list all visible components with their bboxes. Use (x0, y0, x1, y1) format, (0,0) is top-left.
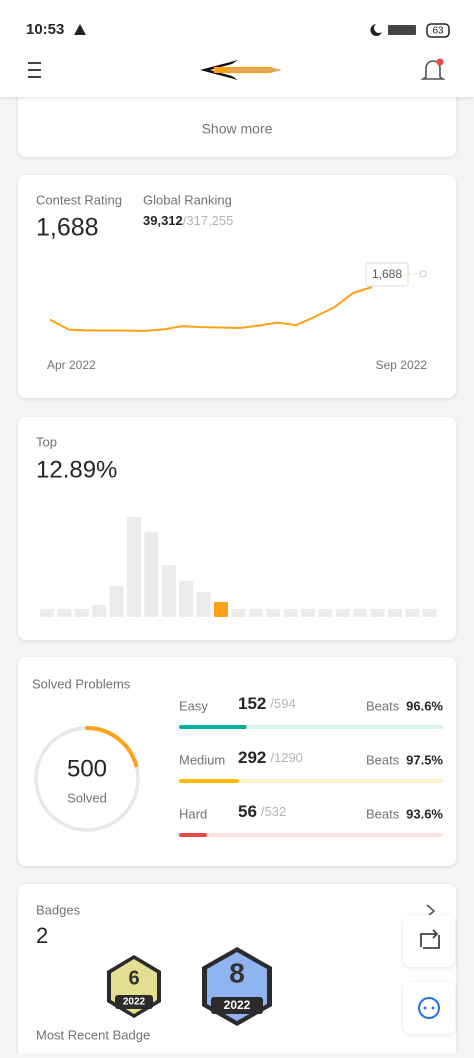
level-total: /594 (270, 696, 295, 711)
level-name: Hard (179, 806, 207, 821)
level-count: 292/1290 (238, 748, 303, 767)
bar (161, 565, 176, 617)
ranking-total: /317,255 (183, 213, 234, 228)
top-card (18, 417, 456, 640)
badge-number: 6 (128, 967, 139, 989)
bar (231, 609, 246, 617)
global-ranking-label: Global Ranking (143, 192, 232, 207)
alert-icon (74, 24, 86, 35)
bar (266, 609, 281, 617)
top-label: Top (36, 434, 57, 449)
bar (388, 609, 402, 617)
clock: 10:53 (26, 21, 64, 38)
top-value: 12.89% (36, 456, 117, 483)
skills-card (18, 80, 456, 157)
logo[interactable] (200, 60, 282, 80)
bar (248, 609, 263, 617)
contest-rating-label: Contest Rating (36, 192, 122, 207)
tooltip-value: 1,688 (372, 267, 402, 281)
rating-line (49, 286, 373, 333)
bar (370, 609, 385, 617)
battery-level: 63 (432, 26, 444, 37)
bar (127, 517, 141, 617)
progress-track (179, 779, 443, 783)
bar (74, 609, 89, 617)
badges-title: Badges (36, 902, 81, 917)
chat-icon (418, 997, 440, 1019)
refresh-button[interactable] (403, 915, 455, 967)
level-solved: 152 (238, 694, 266, 713)
badge[interactable]: 8 2022 (202, 947, 272, 1026)
beats-value: 93.6% (406, 806, 443, 821)
bar (405, 609, 420, 617)
solved-title: Solved Problems (32, 676, 131, 691)
recent-badge-label: Most Recent Badge (36, 1027, 150, 1042)
bar (57, 609, 72, 617)
bar (283, 609, 298, 617)
show-more[interactable]: Show more (202, 121, 273, 137)
level-total: /532 (261, 804, 286, 819)
chart-cursor (419, 270, 427, 278)
level-count: 152/594 (238, 694, 296, 713)
menu-button[interactable] (28, 62, 41, 78)
contest-card (18, 175, 456, 398)
solved-card (18, 657, 456, 866)
distribution-chart (40, 517, 437, 617)
notifications[interactable] (420, 58, 446, 80)
x-label: Apr 2022 (47, 358, 96, 372)
moon-icon (370, 24, 382, 36)
chat-dot (423, 1006, 427, 1010)
bar (109, 586, 124, 617)
badge-number: 8 (229, 957, 245, 988)
bar (179, 581, 194, 617)
chat-button[interactable] (403, 982, 455, 1034)
badges-count: 2 (36, 923, 48, 948)
header (0, 0, 474, 97)
progress-fill (179, 725, 247, 729)
progress-fill (179, 833, 207, 837)
contest-rating: 1,688 (36, 214, 99, 242)
ring (85, 726, 139, 768)
beats-label: Beats (366, 752, 400, 767)
bar (422, 609, 437, 617)
tooltip (365, 262, 409, 287)
battery (426, 23, 450, 38)
refresh-icon (420, 929, 440, 949)
ranking: 39,312 (143, 213, 183, 228)
bar (40, 609, 54, 617)
bar (353, 609, 368, 617)
level-name: Easy (179, 698, 208, 713)
level-count: 56/532 (238, 802, 286, 821)
badge-year: 2022 (123, 997, 146, 1008)
badge[interactable]: 6 2022 (107, 955, 161, 1018)
badge-year: 2022 (224, 998, 251, 1012)
progress-fill (179, 779, 239, 783)
x-label: Sep 2022 (376, 358, 428, 372)
beats-label: Beats (366, 806, 400, 821)
chat-dot (431, 1006, 435, 1010)
bar (92, 605, 107, 617)
beats-value: 97.5% (406, 752, 443, 767)
signal-icons (388, 25, 416, 35)
beats-label: Beats (366, 698, 400, 713)
solved-count: 500 (67, 755, 107, 782)
global-ranking: 39,312/317,255 (143, 213, 233, 228)
solved-label: Solved (67, 790, 107, 805)
bar (144, 532, 159, 617)
rating-chart: 1,688 (49, 262, 409, 333)
level-name: Medium (179, 752, 225, 767)
ring-progress (85, 726, 139, 768)
bar (196, 592, 211, 617)
levels: Easy 152/594 Beats 96.6% Medium 292/1290 Beats… (179, 694, 443, 837)
beats-value: 96.6% (406, 698, 443, 713)
bar (335, 609, 350, 617)
level-solved: 292 (238, 748, 266, 767)
level-solved: 56 (238, 802, 257, 821)
bar (214, 602, 228, 617)
bar (318, 609, 333, 617)
progress-track (179, 833, 443, 837)
level-total: /1290 (270, 750, 303, 765)
bar (301, 609, 315, 617)
